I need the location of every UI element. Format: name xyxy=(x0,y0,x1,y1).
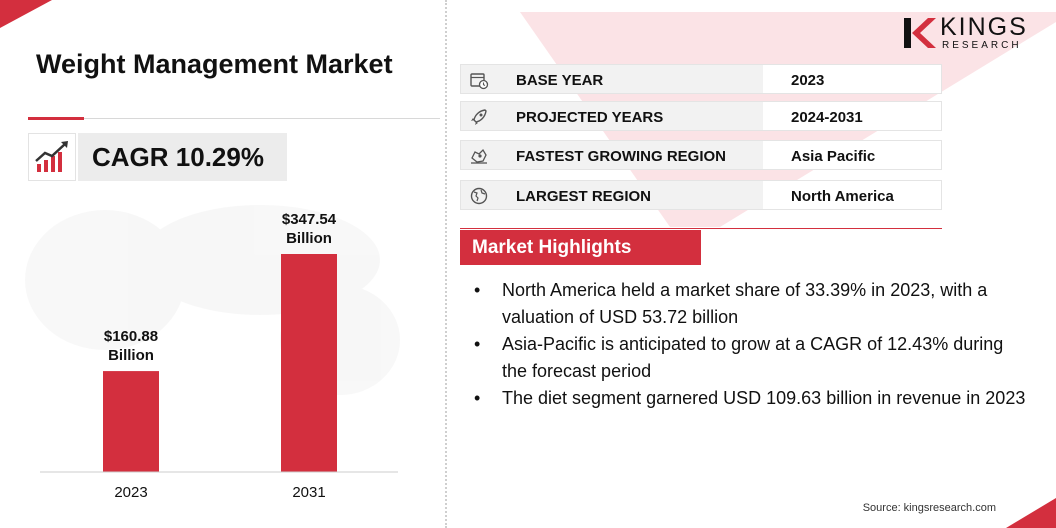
info-label: BASE YEAR xyxy=(516,72,604,89)
info-value: North America xyxy=(791,188,894,205)
info-label: LARGEST REGION xyxy=(516,188,652,205)
title-underline xyxy=(28,118,440,119)
highlights-rule xyxy=(460,228,942,229)
info-label: PROJECTED YEARS xyxy=(516,109,664,126)
info-row-largest-region: LARGEST REGION North America xyxy=(460,180,942,210)
growth-chart-icon xyxy=(35,141,68,172)
highlights-title: Market Highlights xyxy=(460,230,701,265)
source-note: Source: kingsresearch.com xyxy=(862,502,996,514)
cagr-box xyxy=(78,133,287,181)
info-value-box: Asia Pacific xyxy=(763,141,941,169)
info-value-box: North America xyxy=(763,181,941,209)
info-value: 2024-2031 xyxy=(791,109,863,126)
kings-logo-icon xyxy=(904,18,936,48)
info-value-box: 2023 xyxy=(763,65,941,93)
calendar-clock-icon xyxy=(470,73,489,90)
bar-2031 xyxy=(281,254,337,472)
corner-decoration-bottom-right xyxy=(1006,498,1056,528)
rocket-icon xyxy=(471,109,487,125)
logo-subtitle: RESEARCH xyxy=(942,40,1022,51)
highlight-item: The diet segment garnered USD 109.63 bil… xyxy=(470,385,1030,412)
highlight-item: Asia-Pacific is anticipated to grow at a… xyxy=(470,331,1030,385)
bar-2023 xyxy=(103,371,159,472)
bar-data-label: Billion xyxy=(108,347,154,364)
x-tick-label: 2031 xyxy=(292,484,325,501)
info-label: FASTEST GROWING REGION xyxy=(516,148,727,165)
page-title: Weight Management Market xyxy=(36,49,393,79)
highlight-item: North America held a market share of 33.… xyxy=(470,277,1030,331)
info-value: 2023 xyxy=(791,72,825,89)
logo-name: KINGS xyxy=(940,13,1028,41)
region-map-icon xyxy=(471,148,487,164)
x-tick-label: 2023 xyxy=(114,484,147,501)
info-row-projected-years: PROJECTED YEARS 2024-2031 xyxy=(460,101,942,131)
bar-data-label: $347.54 xyxy=(282,211,337,228)
info-value-box: 2024-2031 xyxy=(763,102,941,130)
bar-chart: $160.88 Billion 2023 $347.54 Billion 2031 xyxy=(25,205,400,501)
info-value: Asia Pacific xyxy=(791,148,876,165)
globe-icon xyxy=(470,187,488,205)
cagr-value: CAGR 10.29% xyxy=(92,142,264,172)
panel-divider xyxy=(445,0,447,528)
bar-data-label: $160.88 xyxy=(104,328,158,345)
info-row-fastest-growing-region: FASTEST GROWING REGION Asia Pacific xyxy=(460,140,942,170)
corner-decoration-top-left xyxy=(0,0,52,28)
cagr-icon-box xyxy=(28,133,76,181)
info-row-base-year: BASE YEAR 2023 xyxy=(460,64,942,94)
world-map-background xyxy=(25,205,400,395)
bar-data-label: Billion xyxy=(286,230,332,247)
highlights-list: North America held a market share of 33.… xyxy=(470,277,1030,412)
title-underline-accent xyxy=(28,117,84,120)
